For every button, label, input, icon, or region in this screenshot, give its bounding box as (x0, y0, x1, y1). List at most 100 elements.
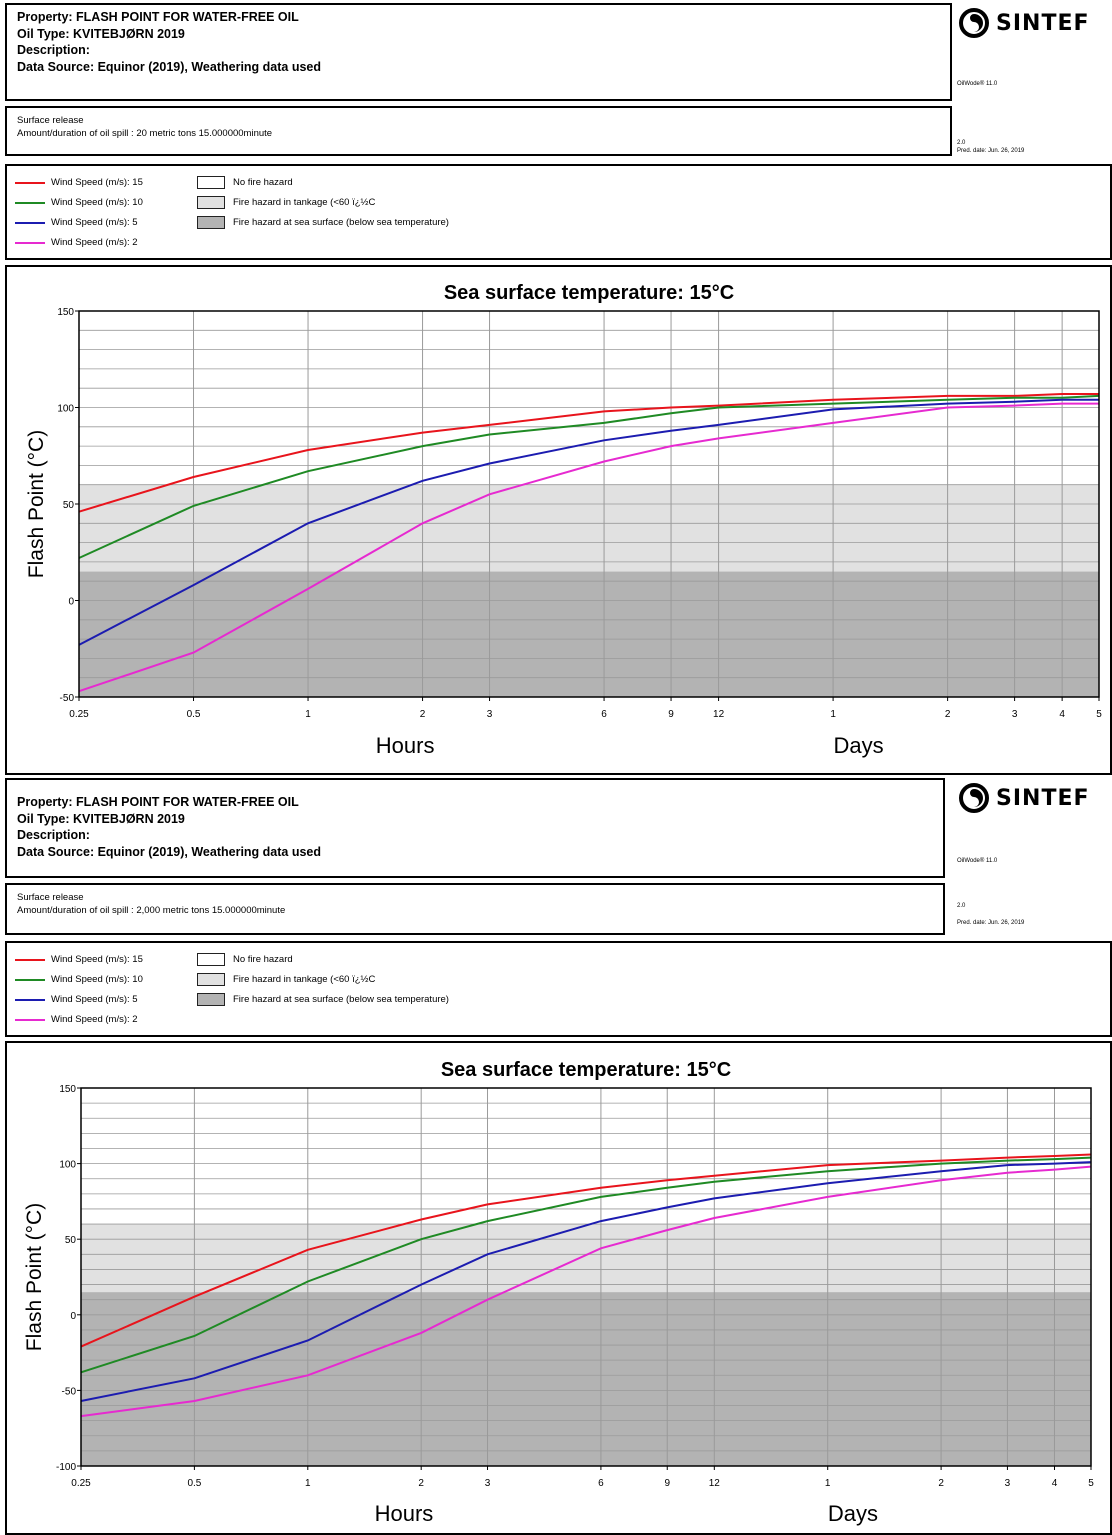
x-tick-label: 0.25 (69, 709, 89, 720)
x-tick-label: 9 (664, 1478, 670, 1489)
chart-title: Sea surface temperature: 15°C (441, 1059, 731, 1081)
x-tick-label: 5 (1088, 1478, 1094, 1489)
x-tick-label: 0.5 (187, 1478, 201, 1489)
y-tick-label: -100 (56, 1462, 76, 1473)
x-tick-label: 12 (709, 1478, 721, 1489)
sintef-logo: SINTEF (958, 7, 1090, 39)
x-tick-label: 3 (1005, 1478, 1011, 1489)
x-tick-label: 1 (305, 1478, 311, 1489)
property-label: Property: FLASH POINT FOR WATER-FREE OIL (17, 10, 299, 24)
x-tick-label: 9 (668, 709, 674, 720)
x-axis-label-hours: Hours (376, 733, 435, 758)
legend-zone-none: No fire hazard (197, 953, 293, 966)
series-line-ws5 (78, 398, 1099, 646)
legend-zone-sea: Fire hazard at sea surface (below sea te… (197, 216, 449, 229)
x-tick-label: 6 (598, 1478, 604, 1489)
legend-zone-sea: Fire hazard at sea surface (below sea te… (197, 993, 449, 1006)
chart-title: Sea surface temperature: 15°C (444, 282, 734, 304)
legend-series-ws2: Wind Speed (m/s): 2 (15, 237, 138, 248)
data-source-label: Data Source: Equinor (2019), Weathering … (17, 844, 322, 859)
legend-series-ws5: Wind Speed (m/s): 5 (15, 994, 138, 1005)
y-tick-label: 150 (59, 1084, 76, 1095)
y-tick-label: 150 (57, 307, 74, 318)
release-amount: Amount/duration of oil spill : 2,000 met… (17, 905, 286, 916)
side-value: 2.0 (957, 903, 966, 909)
y-tick-label: 0 (70, 1311, 76, 1322)
y-tick-label: -50 (60, 693, 75, 704)
legend-series-ws15: Wind Speed (m/s): 15 (15, 177, 143, 188)
x-tick-label: 3 (487, 709, 493, 720)
sintef-logo-icon (959, 8, 989, 38)
x-tick-label: 1 (305, 709, 311, 720)
x-tick-label: 3 (1012, 709, 1018, 720)
x-tick-label: 2 (938, 1478, 944, 1489)
release-type: Surface release (17, 115, 84, 126)
y-tick-label: 100 (57, 404, 74, 415)
y-tick-label: 100 (59, 1160, 76, 1171)
chart-box: -100 -50 0 50 100 150 0.25 0.5 1 2 3 6 9 12 1 2 3 4 5 Sea s… (5, 1041, 1112, 1535)
description-label: Description: (17, 43, 90, 57)
legend-zone-tankage: Fire hazard in tankage (<60 ï¿½C (197, 196, 375, 209)
version-label: OilWode® 11.0 (957, 81, 998, 87)
property-label: Property: FLASH POINT FOR WATER-FREE OIL (17, 795, 299, 809)
x-tick-label: 2 (420, 709, 426, 720)
logo-text: SINTEF (996, 785, 1090, 811)
oil-type-label: Oil Type: KVITEBJØRN 2019 (17, 26, 185, 41)
release-box: Surface release Amount/duration of oil s… (5, 883, 945, 935)
legend-box: Wind Speed (m/s): 15 Wind Speed (m/s): 1… (5, 941, 1112, 1037)
series-line-ws15 (78, 393, 1099, 513)
legend-zone-tankage: Fire hazard in tankage (<60 ï¿½C (197, 973, 375, 986)
y-axis-label: Flash Point (°C) (25, 430, 48, 578)
x-tick-label: 1 (825, 1478, 831, 1489)
data-source-label: Data Source: Equinor (2019), Weathering … (17, 59, 322, 74)
tankage-hazard-zone (79, 484, 1099, 572)
y-tick-label: -50 (62, 1386, 77, 1397)
sintef-logo-icon (959, 783, 989, 813)
y-tick-label: 0 (68, 597, 74, 608)
x-tick-label: 2 (945, 709, 951, 720)
x-tick-label: 12 (713, 709, 725, 720)
x-axis-label-days: Days (828, 1501, 878, 1526)
release-type: Surface release (17, 892, 84, 903)
series-line-ws5 (80, 1161, 1092, 1402)
legend-series-ws10: Wind Speed (m/s): 10 (15, 197, 143, 208)
release-amount: Amount/duration of oil spill : 20 metric… (17, 128, 273, 139)
series-line-ws2 (80, 1165, 1092, 1418)
sea-surface-hazard-zone (81, 1292, 1091, 1466)
header-box: Property: FLASH POINT FOR WATER-FREE OIL… (5, 778, 945, 878)
x-tick-label: 3 (485, 1478, 491, 1489)
report-panel-1: Property: FLASH POINT FOR WATER-FREE OIL… (5, 3, 1112, 775)
oil-type-label: Oil Type: KVITEBJØRN 2019 (17, 811, 185, 826)
plot-frame (80, 1087, 1092, 1467)
release-box: Surface release Amount/duration of oil s… (5, 106, 952, 156)
pred-date: Pred. date: Jun. 26, 2019 (957, 920, 1025, 926)
description-label: Description: (17, 828, 90, 842)
x-tick-label: 5 (1096, 709, 1102, 720)
series-line-ws10 (80, 1156, 1092, 1374)
series-line-ws15 (80, 1153, 1092, 1348)
x-tick-label: 0.5 (187, 709, 201, 720)
legend-series-ws5: Wind Speed (m/s): 5 (15, 217, 138, 228)
pred-date: Pred. date: Jun. 26, 2019 (957, 148, 1025, 154)
version-label: OilWode® 11.0 (957, 858, 998, 864)
series-line-ws10 (78, 394, 1100, 559)
header-box: Property: FLASH POINT FOR WATER-FREE OIL… (5, 3, 952, 101)
sintef-logo: SINTEF (958, 782, 1090, 814)
x-tick-label: 4 (1059, 709, 1065, 720)
side-value: 2.0 (957, 140, 966, 146)
legend-series-ws10: Wind Speed (m/s): 10 (15, 974, 143, 985)
x-tick-label: 2 (418, 1478, 424, 1489)
logo-text: SINTEF (996, 10, 1090, 36)
x-tick-label: 6 (601, 709, 607, 720)
report-panel-2: Property: FLASH POINT FOR WATER-FREE OIL… (0, 775, 1112, 1535)
x-tick-label: 0.25 (71, 1478, 91, 1489)
tankage-hazard-zone (81, 1224, 1091, 1293)
x-tick-label: 1 (830, 709, 836, 720)
legend-series-ws2: Wind Speed (m/s): 2 (15, 1014, 138, 1025)
x-tick-label: 4 (1052, 1478, 1058, 1489)
legend-zone-none: No fire hazard (197, 176, 293, 189)
series-line-ws2 (78, 402, 1099, 693)
chart-box: -50 0 50 100 150 0.25 0.5 1 2 3 6 9 12 1 2 3 4 5 Sea surfa… (5, 265, 1112, 775)
